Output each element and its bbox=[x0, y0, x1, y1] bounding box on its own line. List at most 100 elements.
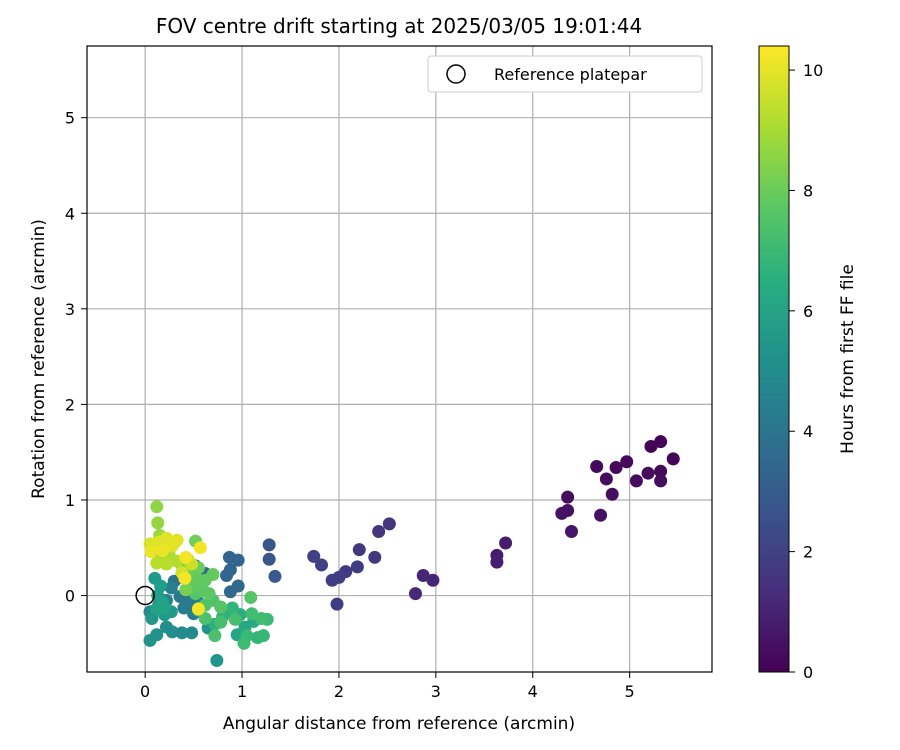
scatter-point bbox=[490, 555, 504, 569]
y-tick-label: 5 bbox=[65, 109, 75, 128]
x-tick-label: 5 bbox=[625, 682, 635, 701]
scatter-point bbox=[314, 558, 328, 572]
scatter-point bbox=[408, 587, 422, 601]
scatter-point bbox=[156, 544, 170, 558]
scatter-point bbox=[654, 474, 668, 488]
scatter-point bbox=[150, 556, 164, 570]
scatter-point bbox=[164, 581, 178, 595]
scatter-point bbox=[208, 629, 222, 643]
scatter-point bbox=[599, 472, 613, 486]
y-tick-label: 2 bbox=[65, 395, 75, 414]
scatter-point bbox=[214, 600, 228, 614]
scatter-point bbox=[220, 568, 234, 582]
x-axis-label: Angular distance from reference (arcmin) bbox=[223, 714, 575, 734]
scatter-point bbox=[170, 533, 184, 547]
scatter-point bbox=[143, 633, 157, 647]
y-tick-label: 4 bbox=[65, 204, 75, 223]
x-tick-label: 0 bbox=[140, 682, 150, 701]
colorbar-tick-label: 2 bbox=[803, 543, 813, 562]
reference-point bbox=[135, 585, 155, 606]
scatter-point bbox=[159, 620, 173, 634]
colorbar-gradient bbox=[758, 45, 790, 673]
legend-box bbox=[427, 55, 703, 93]
colorbar: 0 2 4 6 8 10 Hours from first FF file bbox=[758, 45, 858, 682]
scatter-point bbox=[202, 587, 216, 601]
scatter-point bbox=[175, 626, 189, 640]
scatter-point bbox=[590, 460, 604, 474]
scatter-point bbox=[620, 455, 634, 469]
scatter-point bbox=[609, 460, 623, 474]
colorbar-tick-label: 10 bbox=[803, 61, 823, 80]
scatter-point bbox=[330, 597, 344, 611]
scatter-point bbox=[372, 525, 386, 539]
scatter-point bbox=[416, 568, 430, 582]
colorbar-tick-label: 0 bbox=[803, 663, 813, 682]
scatter-point bbox=[368, 550, 382, 564]
scatter-point bbox=[185, 626, 199, 640]
scatter-point bbox=[268, 569, 282, 583]
legend-marker-reference bbox=[446, 64, 466, 84]
scatter-point bbox=[206, 568, 220, 582]
scatter-point bbox=[382, 517, 396, 531]
scatter-point bbox=[561, 490, 575, 504]
axis-ticks: 0 1 2 3 4 5 0 1 2 3 4 5 bbox=[65, 109, 635, 701]
scatter-point bbox=[262, 538, 276, 552]
scatter-point bbox=[644, 439, 658, 453]
scatter-point bbox=[223, 585, 237, 599]
colorbar-tick-label: 4 bbox=[803, 422, 813, 441]
scatter-point bbox=[654, 435, 668, 449]
scatter-point bbox=[210, 654, 224, 668]
scatter-point bbox=[179, 550, 193, 564]
y-axis-label: Rotation from reference (arcmin) bbox=[29, 219, 49, 499]
scatter-point bbox=[178, 571, 192, 585]
x-tick-label: 2 bbox=[334, 682, 344, 701]
scatter-point bbox=[262, 552, 276, 566]
scatter-point bbox=[177, 601, 191, 615]
colorbar-tick-label: 8 bbox=[803, 181, 813, 200]
colorbar-tick-label: 6 bbox=[803, 302, 813, 321]
scatter-point bbox=[179, 583, 193, 597]
scatter-point bbox=[654, 464, 668, 478]
chart-title: FOV centre drift starting at 2025/03/05 … bbox=[156, 14, 642, 38]
legend-label-reference: Reference platepar bbox=[494, 65, 647, 84]
scatter-point bbox=[150, 500, 164, 514]
colorbar-label: Hours from first FF file bbox=[838, 264, 858, 454]
x-tick-label: 4 bbox=[528, 682, 538, 701]
scatter-point bbox=[325, 573, 339, 587]
scatter-point bbox=[158, 601, 172, 615]
y-tick-label: 3 bbox=[65, 300, 75, 319]
scatter-point bbox=[228, 612, 242, 626]
scatter-point bbox=[225, 601, 239, 615]
scatter-point bbox=[564, 525, 578, 539]
scatter-point bbox=[307, 549, 321, 563]
scatter-point bbox=[231, 553, 245, 567]
scatter-point bbox=[145, 611, 159, 625]
scatter-point bbox=[350, 560, 364, 574]
scatter-point bbox=[244, 590, 258, 604]
scatter-point bbox=[352, 543, 366, 557]
x-tick-label: 3 bbox=[431, 682, 441, 701]
scatter-point bbox=[256, 629, 270, 643]
scatter-point bbox=[254, 611, 268, 625]
scatter-point bbox=[193, 541, 207, 555]
scatter-point bbox=[214, 615, 228, 629]
y-tick-label: 1 bbox=[65, 491, 75, 510]
scatter-point bbox=[144, 545, 158, 559]
grid bbox=[87, 46, 712, 672]
scatter-point bbox=[561, 503, 575, 517]
scatter-point bbox=[499, 536, 513, 550]
scatter-point bbox=[629, 474, 643, 488]
scatter-points bbox=[143, 435, 680, 668]
scatter-point bbox=[245, 607, 259, 621]
scatter-point bbox=[426, 573, 440, 587]
scatter-point bbox=[605, 487, 619, 501]
colorbar-ticks: 0 2 4 6 8 10 bbox=[789, 61, 823, 682]
plot-frame bbox=[86, 45, 713, 673]
y-tick-label: 0 bbox=[65, 587, 75, 606]
legend: Reference platepar bbox=[427, 55, 703, 93]
scatter-point bbox=[641, 466, 655, 480]
scatter-point bbox=[151, 516, 165, 530]
scatter-point bbox=[159, 557, 173, 571]
